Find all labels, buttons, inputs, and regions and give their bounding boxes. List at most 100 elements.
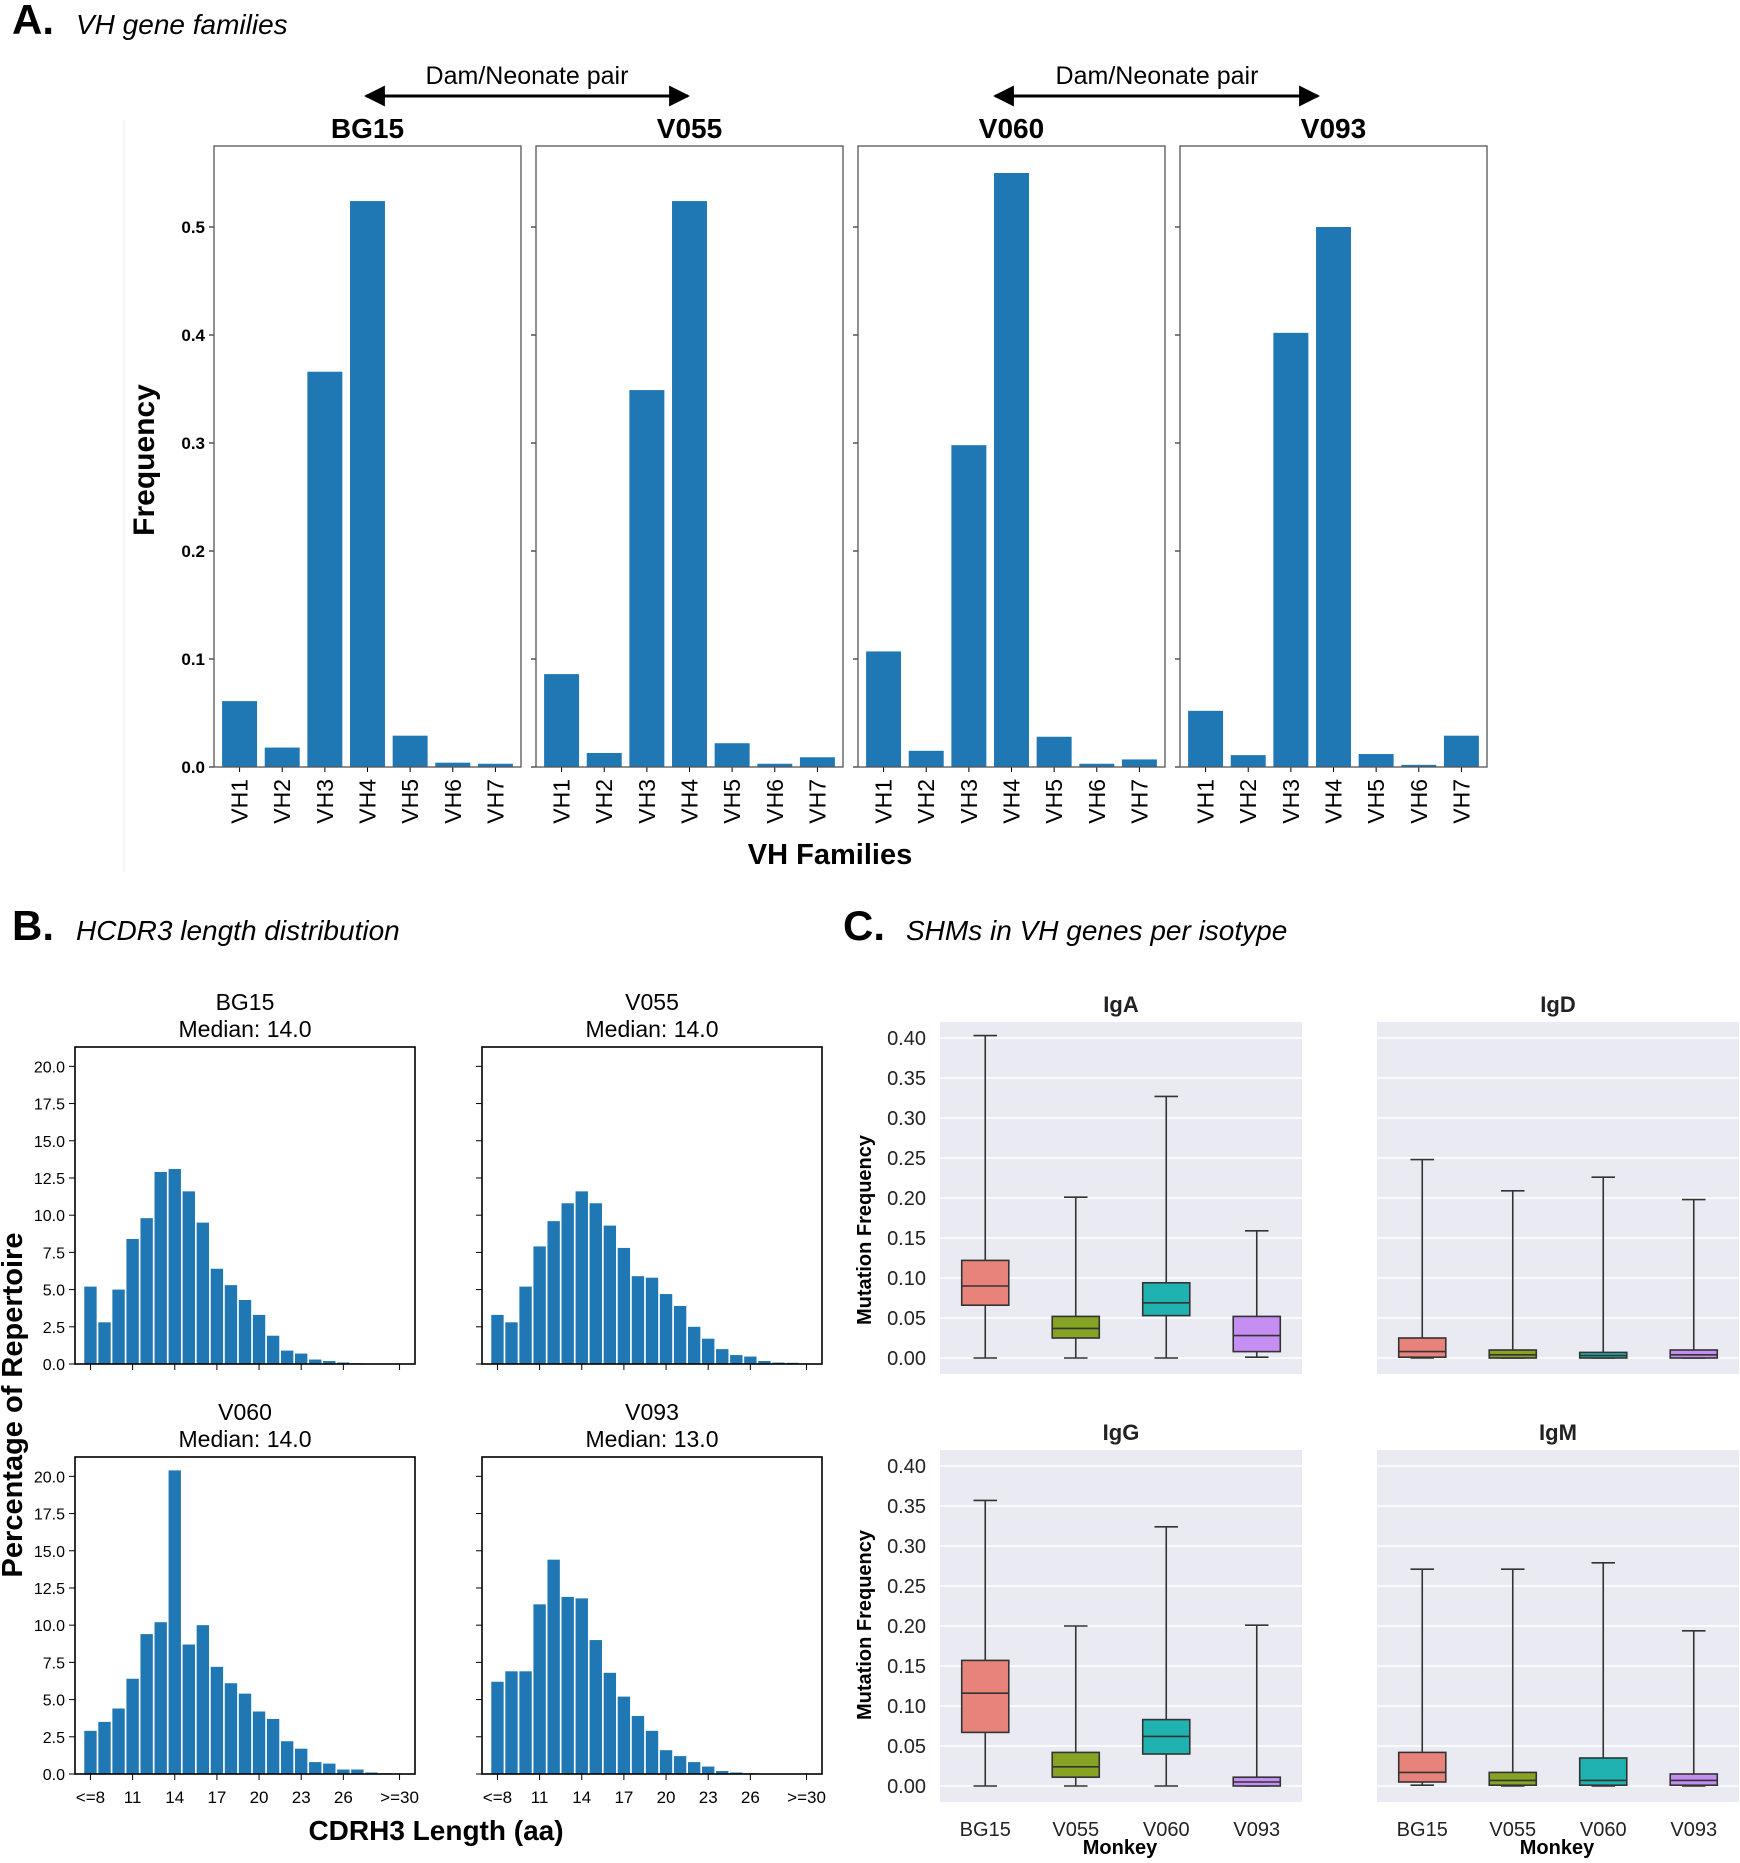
cdr-ytick-label: 12.5 [34, 1171, 65, 1188]
vh-xtick-label: VH2 [913, 779, 939, 824]
vh-subplot-frame-v093 [1179, 145, 1488, 768]
cdr-bar-v093-3 [533, 1604, 546, 1774]
vh-subplot-frame-v060 [857, 145, 1166, 768]
vh-bar-v055-vh5 [714, 743, 750, 767]
vh-bar-bg15-vh5 [392, 735, 428, 767]
shm-ytick-label: 0.15 [887, 1228, 926, 1250]
vh-subplot-frame-v055 [535, 145, 844, 768]
shm-box-igm-bg15 [1397, 1751, 1447, 1783]
vh-xtick-label: VH7 [1448, 779, 1474, 824]
cdr-subplot-frame-bg15 [74, 1046, 416, 1365]
vh-bar-v093-vh6 [1401, 764, 1437, 767]
cdr-bar-v093-15 [702, 1766, 715, 1774]
cdr-ytick-label: 17.5 [34, 1507, 65, 1524]
vh-subplot-title-v055: V055 [657, 113, 722, 144]
vh-xtick-label: VH1 [549, 779, 575, 824]
cdr-bar-bg15-10 [224, 1285, 238, 1364]
shm-xtick-label: V055 [1052, 1819, 1099, 1841]
cdr-subplot-title-v093: V093 [625, 1399, 679, 1425]
cdr-xtick-label: 14 [165, 1788, 184, 1807]
shm-ytick-label: 0.40 [887, 1028, 926, 1050]
cdr-bar-v060-18 [337, 1769, 350, 1774]
cdr-ytick-label: 20.0 [34, 1469, 65, 1486]
cdr-bar-bg15-16 [309, 1359, 322, 1364]
panel-c-ylabel-top: Mutation Frequency [854, 1134, 876, 1325]
cdr-bar-bg15-8 [196, 1222, 210, 1364]
vh-bar-v055-vh1 [544, 674, 580, 767]
shm-box-iga-bg15 [960, 1259, 1010, 1307]
shm-subplot-title-iga: IgA [1103, 992, 1139, 1017]
cdr-bar-v060-1 [98, 1721, 111, 1774]
cdr-bar-v060-12 [252, 1711, 266, 1774]
cdr-bar-bg15-9 [210, 1268, 224, 1364]
shm-box-iga-v055 [1051, 1315, 1101, 1339]
cdr-bar-v060-6 [168, 1470, 181, 1774]
vh-ytick-label: 0.3 [181, 434, 205, 453]
cdr-bar-v060-15 [295, 1748, 308, 1774]
panel-b-ylabel: Percentage of Repertoire [0, 1233, 29, 1578]
cdr-ytick-label: 0.0 [43, 1767, 65, 1784]
shm-ytick-label: 0.30 [887, 1108, 926, 1130]
shm-xtick-label: V060 [1580, 1819, 1627, 1841]
cdr-xtick-label: 11 [531, 1788, 549, 1807]
cdr-subplot-frame-v060 [74, 1456, 416, 1775]
vh-bar-v055-vh3 [629, 390, 665, 767]
cdr-subplot-title-bg15: BG15 [216, 989, 275, 1015]
shm-ytick-label: 0.15 [887, 1656, 926, 1678]
vh-bar-bg15-vh3 [307, 371, 343, 767]
cdr-bar-v093-14 [687, 1762, 701, 1774]
shm-box-igg-v055 [1051, 1751, 1101, 1779]
vh-subplot-title-bg15: BG15 [331, 113, 404, 144]
panel-a-ylabel: Frequency [128, 384, 161, 536]
panel-c-title: SHMs in VH genes per isotype [906, 915, 1287, 946]
shm-box-igd-bg15 [1397, 1337, 1447, 1359]
cdr-bar-v093-4 [547, 1559, 560, 1774]
cdr-bar-v055-18 [744, 1356, 757, 1364]
cdr-bar-bg15-14 [280, 1350, 294, 1364]
panel-a-title: VH gene families [76, 9, 288, 40]
vh-xtick-label: VH3 [956, 779, 982, 824]
vh-xtick-label: VH7 [804, 779, 830, 824]
cdr-bar-v093-9 [617, 1696, 631, 1774]
cdr-bar-v093-2 [519, 1671, 532, 1774]
cdr-bar-v093-10 [631, 1715, 645, 1774]
cdr-bar-bg15-0 [84, 1286, 97, 1364]
shm-ytick-label: 0.00 [887, 1776, 926, 1798]
cdr-ytick-label: 12.5 [34, 1581, 65, 1598]
cdr-ytick-label: 2.5 [43, 1320, 65, 1337]
cdr-bar-bg15-2 [112, 1289, 125, 1364]
shm-xtick-label: BG15 [960, 1819, 1011, 1841]
vh-bar-bg15-vh4 [350, 201, 385, 767]
vh-ytick-label: 0.1 [181, 650, 205, 669]
shm-ytick-label: 0.35 [887, 1068, 926, 1090]
cdr-subplot-frame-v093 [481, 1456, 823, 1775]
cdr-bar-bg15-15 [295, 1353, 308, 1364]
vh-bar-v055-vh2 [586, 752, 622, 767]
cdr-bar-v055-6 [575, 1191, 588, 1364]
vh-bar-v093-vh4 [1316, 227, 1351, 767]
cdr-bar-v060-0 [84, 1730, 97, 1774]
vh-bar-v060-vh2 [908, 750, 944, 767]
cdr-bar-v055-19 [758, 1361, 771, 1364]
cdr-xtick-label: <=8 [76, 1788, 105, 1807]
cdr-ytick-label: 2.5 [43, 1730, 65, 1747]
cdr-bar-bg15-12 [252, 1314, 266, 1364]
shm-box-igg-bg15 [960, 1659, 1010, 1734]
cdr-bar-v060-14 [280, 1741, 294, 1774]
cdr-bar-v093-11 [645, 1730, 659, 1774]
vh-bar-v093-vh7 [1443, 735, 1479, 767]
shm-ytick-label: 0.20 [887, 1188, 926, 1210]
vh-bar-bg15-vh2 [264, 747, 300, 767]
shm-xtick-label: BG15 [1397, 1819, 1448, 1841]
cdr-ytick-label: 7.5 [43, 1245, 65, 1262]
vh-xtick-label: VH5 [397, 779, 423, 824]
cdr-bar-v055-11 [645, 1277, 659, 1364]
panel-c-letter: C. [843, 902, 885, 949]
shm-subplot-title-igm: IgM [1539, 1420, 1577, 1445]
vh-xtick-label: VH5 [719, 779, 745, 824]
vh-bar-v093-vh1 [1188, 710, 1224, 767]
cdr-bar-v055-13 [673, 1305, 687, 1364]
cdr-ytick-label: 17.5 [34, 1097, 65, 1114]
vh-xtick-label: VH6 [440, 779, 466, 824]
